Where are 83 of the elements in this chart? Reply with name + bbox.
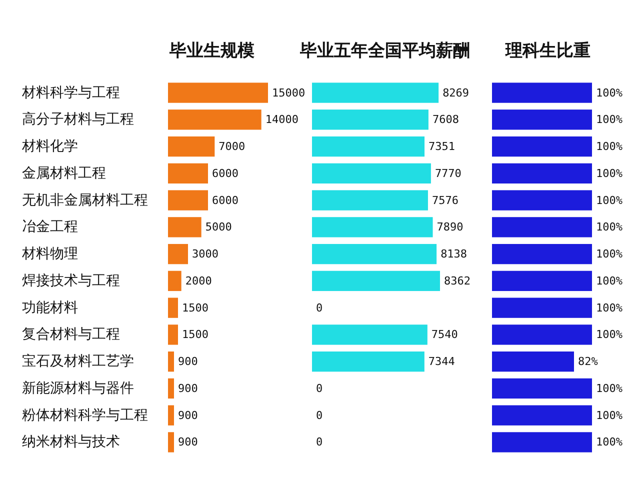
data-label: 900 <box>178 355 198 368</box>
data-label: 7608 <box>432 113 459 126</box>
data-label: 7890 <box>436 220 464 234</box>
chart-title: 毕业生规模 <box>168 41 254 61</box>
bar <box>168 217 202 238</box>
bar <box>312 190 428 210</box>
data-label: 3000 <box>192 248 218 261</box>
bar <box>312 163 431 184</box>
bar <box>168 324 178 345</box>
data-label: 100% <box>596 382 623 395</box>
data-label: 2000 <box>185 274 212 288</box>
data-label: 0 <box>316 382 323 395</box>
y-tick-label: 材料化学 <box>21 138 78 155</box>
bar <box>312 136 425 157</box>
data-label: 100% <box>596 194 623 207</box>
data-label: 100% <box>596 274 623 288</box>
bar <box>168 244 188 264</box>
data-label: 8138 <box>440 248 468 261</box>
data-label: 100% <box>596 220 623 234</box>
bar <box>312 110 428 130</box>
data-label: 1500 <box>182 301 208 314</box>
data-label: 7576 <box>432 194 458 207</box>
y-tick-label: 材料科学与工程 <box>21 84 120 101</box>
data-label: 0 <box>316 436 323 449</box>
data-label: 7000 <box>218 140 246 154</box>
bar <box>168 136 215 157</box>
data-label: 900 <box>178 408 198 422</box>
y-tick-label: 新能源材料与器件 <box>22 380 134 396</box>
data-label: 100% <box>596 301 623 314</box>
data-label: 14000 <box>265 113 298 126</box>
y-tick-label: 材料物理 <box>21 246 78 262</box>
y-tick-label: 纳米材料与技术 <box>22 434 120 450</box>
bar <box>168 110 262 130</box>
data-label: 7770 <box>434 166 462 180</box>
bar <box>312 270 440 292</box>
data-label: 100% <box>596 248 623 261</box>
data-label: 900 <box>178 436 198 449</box>
bar <box>168 352 174 372</box>
y-tick-label: 复合材料与工程 <box>22 326 120 343</box>
data-label: 100% <box>596 408 623 422</box>
bar <box>168 378 174 399</box>
data-label: 1500 <box>182 328 208 342</box>
bar <box>312 244 437 264</box>
data-label: 15000 <box>272 86 306 100</box>
y-tick-label: 金属材料工程 <box>22 165 106 182</box>
data-label: 100% <box>596 140 623 154</box>
data-label: 7351 <box>428 140 456 154</box>
data-label: 100% <box>596 86 623 100</box>
bar <box>168 82 268 103</box>
bar <box>312 324 428 345</box>
data-label: 82% <box>578 355 598 368</box>
data-label: 100% <box>596 113 623 126</box>
bar <box>168 432 174 452</box>
data-label: 6000 <box>212 166 238 180</box>
y-tick-label: 无机非金属材料工程 <box>22 192 148 208</box>
bar <box>312 217 433 238</box>
chart-title: 毕业五年全国平均薪酬 <box>299 41 470 61</box>
y-tick-label: 粉体材料科学与工程 <box>22 407 148 424</box>
y-tick-label: 冶金工程 <box>22 219 78 236</box>
data-label: 8362 <box>444 274 470 288</box>
data-label: 5000 <box>205 220 232 234</box>
data-label: 0 <box>316 408 323 422</box>
data-label: 7344 <box>428 355 456 368</box>
data-label: 100% <box>596 166 623 180</box>
data-label: 6000 <box>212 194 238 207</box>
data-label: 100% <box>596 328 623 342</box>
bar <box>168 405 174 426</box>
bar <box>168 163 208 184</box>
bar <box>168 298 178 318</box>
data-label: 900 <box>178 382 198 395</box>
chart-title: 理科生比重 <box>504 41 590 61</box>
bar <box>168 190 208 210</box>
data-label: 8269 <box>442 86 470 100</box>
data-label: 0 <box>316 301 323 314</box>
y-tick-label: 焊接技术与工程 <box>22 272 120 289</box>
y-tick-label: 高分子材料与工程 <box>22 112 134 128</box>
y-tick-label: 宝石及材料工艺学 <box>22 354 134 370</box>
bar <box>312 352 424 372</box>
bar <box>312 82 439 103</box>
data-label: 100% <box>596 436 623 449</box>
y-tick-label: 功能材料 <box>22 300 78 316</box>
bar <box>168 270 182 292</box>
data-label: 7540 <box>431 328 458 342</box>
